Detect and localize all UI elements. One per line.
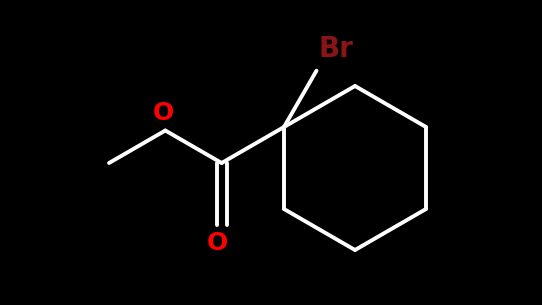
Text: O: O (207, 231, 228, 255)
Text: O: O (153, 101, 174, 124)
Text: Br: Br (319, 35, 353, 63)
